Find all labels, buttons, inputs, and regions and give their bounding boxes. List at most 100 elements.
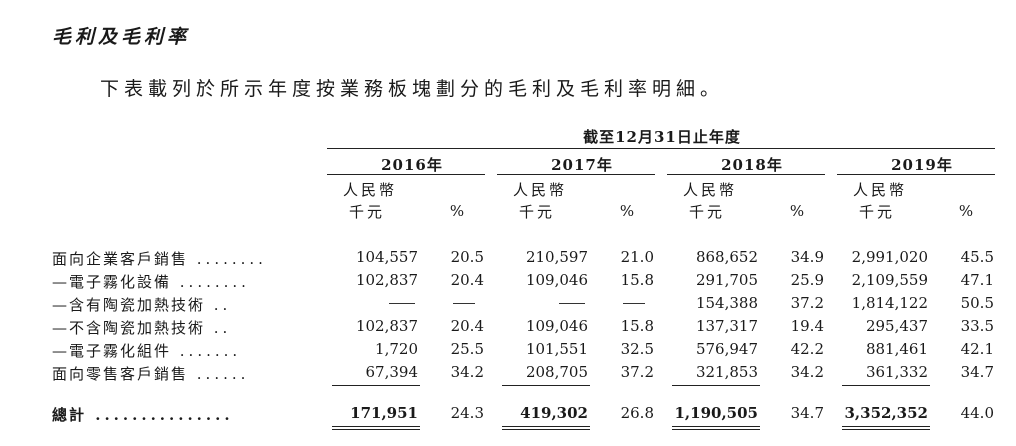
- unit-currency: 人民幣: [343, 181, 398, 199]
- percent-cell: 34.2: [450, 363, 484, 381]
- unit-thousands: 千元: [519, 203, 556, 221]
- amount-cell: 2,991,020: [851, 248, 928, 266]
- year-rule: [837, 174, 995, 175]
- leader-dots: ...............: [86, 406, 234, 424]
- amount-cell: 1,814,122: [851, 294, 928, 312]
- amount-cell: 1,190,505: [674, 404, 758, 422]
- row-label-text: —含有陶瓷加熱技術: [52, 296, 206, 314]
- unit-percent: %: [789, 202, 805, 220]
- percent-cell: 37.2: [620, 363, 654, 381]
- intro-text: 下表載列於所示年度按業務板塊劃分的毛利及毛利率明細。: [100, 78, 725, 100]
- subtotal-rule: [502, 385, 590, 386]
- percent-cell: 42.2: [790, 340, 824, 358]
- period-rule: [327, 148, 995, 149]
- percent-cell: 34.7: [790, 404, 824, 422]
- amount-cell: 102,837: [355, 317, 418, 335]
- percent-cell: 25.5: [450, 340, 484, 358]
- amount-cell: 109,046: [525, 317, 588, 335]
- amount-cell: 291,705: [695, 271, 758, 289]
- leader-dots: ..: [205, 319, 232, 337]
- leader-dots: ......: [188, 365, 250, 383]
- row-label-text: 面向企業客戶銷售: [52, 250, 189, 268]
- amount-cell: 419,302: [520, 404, 588, 422]
- total-double-rule: [672, 426, 760, 430]
- unit-thousands: 千元: [689, 203, 726, 221]
- subtotal-rule: [842, 385, 930, 386]
- amount-cell: 109,046: [525, 271, 588, 289]
- row-label-text: 面向零售客戶銷售: [52, 365, 189, 383]
- row-label-text: 總計: [52, 406, 87, 424]
- amount-cell: 104,557: [355, 248, 418, 266]
- percent-cell: 21.0: [620, 248, 654, 266]
- nil-dash: [559, 303, 585, 304]
- nil-dash: [453, 303, 475, 304]
- total-double-rule: [502, 426, 590, 430]
- row-label: —不含陶瓷加熱技術 ..: [52, 317, 231, 338]
- unit-currency: 人民幣: [853, 181, 908, 199]
- unit-thousands: 千元: [859, 203, 896, 221]
- row-label: —電子霧化組件 .......: [52, 340, 241, 361]
- percent-cell: 20.4: [450, 317, 484, 335]
- amount-cell: 321,853: [695, 363, 758, 381]
- nil-dash: [623, 303, 645, 304]
- row-label-text: —不含陶瓷加熱技術: [52, 319, 206, 337]
- year-header: 2016年: [381, 156, 443, 174]
- unit-percent: %: [619, 202, 635, 220]
- subtotal-rule: [672, 385, 760, 386]
- year-rule: [667, 174, 825, 175]
- period-header: 截至12月31日止年度: [583, 128, 741, 146]
- year-header: 2017年: [551, 156, 613, 174]
- total-label: 總計 ...............: [52, 404, 234, 425]
- amount-cell: 3,352,352: [844, 404, 928, 422]
- unit-currency: 人民幣: [513, 181, 568, 199]
- row-label-text: —電子霧化組件: [52, 342, 172, 360]
- unit-currency: 人民幣: [683, 181, 738, 199]
- percent-cell: 26.8: [620, 404, 654, 422]
- total-double-rule: [842, 426, 930, 430]
- percent-cell: 19.4: [790, 317, 824, 335]
- leader-dots: ........: [171, 273, 250, 291]
- amount-cell: 881,461: [865, 340, 928, 358]
- percent-cell: 34.2: [790, 363, 824, 381]
- percent-cell: 20.4: [450, 271, 484, 289]
- percent-cell: 45.5: [960, 248, 994, 266]
- year-rule: [327, 174, 485, 175]
- amount-cell: 208,705: [525, 363, 588, 381]
- year-header: 2019年: [891, 156, 953, 174]
- percent-cell: 24.3: [450, 404, 484, 422]
- amount-cell: 102,837: [355, 271, 418, 289]
- percent-cell: 44.0: [960, 404, 994, 422]
- year-rule: [497, 174, 655, 175]
- unit-percent: %: [449, 202, 465, 220]
- amount-cell: 868,652: [695, 248, 758, 266]
- nil-dash: [389, 303, 415, 304]
- subtotal-rule: [332, 385, 420, 386]
- unit-percent: %: [958, 202, 974, 220]
- amount-cell: 2,109,559: [851, 271, 928, 289]
- percent-cell: 34.7: [960, 363, 994, 381]
- total-double-rule: [332, 426, 420, 430]
- percent-cell: 15.8: [620, 271, 654, 289]
- row-label: —電子霧化設備 ........: [52, 271, 250, 292]
- row-label: —含有陶瓷加熱技術 ..: [52, 294, 231, 315]
- section-heading: 毛利及毛利率: [52, 26, 191, 48]
- unit-thousands: 千元: [349, 203, 386, 221]
- amount-cell: 67,394: [365, 363, 419, 381]
- percent-cell: 32.5: [620, 340, 654, 358]
- percent-cell: 42.1: [960, 340, 994, 358]
- row-label-text: —電子霧化設備: [52, 273, 172, 291]
- row-label: 面向企業客戶銷售 ........: [52, 248, 267, 269]
- percent-cell: 15.8: [620, 317, 654, 335]
- percent-cell: 37.2: [790, 294, 824, 312]
- percent-cell: 25.9: [790, 271, 824, 289]
- percent-cell: 20.5: [450, 248, 484, 266]
- amount-cell: 576,947: [695, 340, 758, 358]
- percent-cell: 47.1: [960, 271, 994, 289]
- amount-cell: 295,437: [865, 317, 928, 335]
- percent-cell: 33.5: [960, 317, 994, 335]
- leader-dots: ..: [205, 296, 232, 314]
- amount-cell: 101,551: [525, 340, 588, 358]
- leader-dots: ........: [188, 250, 267, 268]
- percent-cell: 34.9: [790, 248, 824, 266]
- leader-dots: .......: [171, 342, 242, 360]
